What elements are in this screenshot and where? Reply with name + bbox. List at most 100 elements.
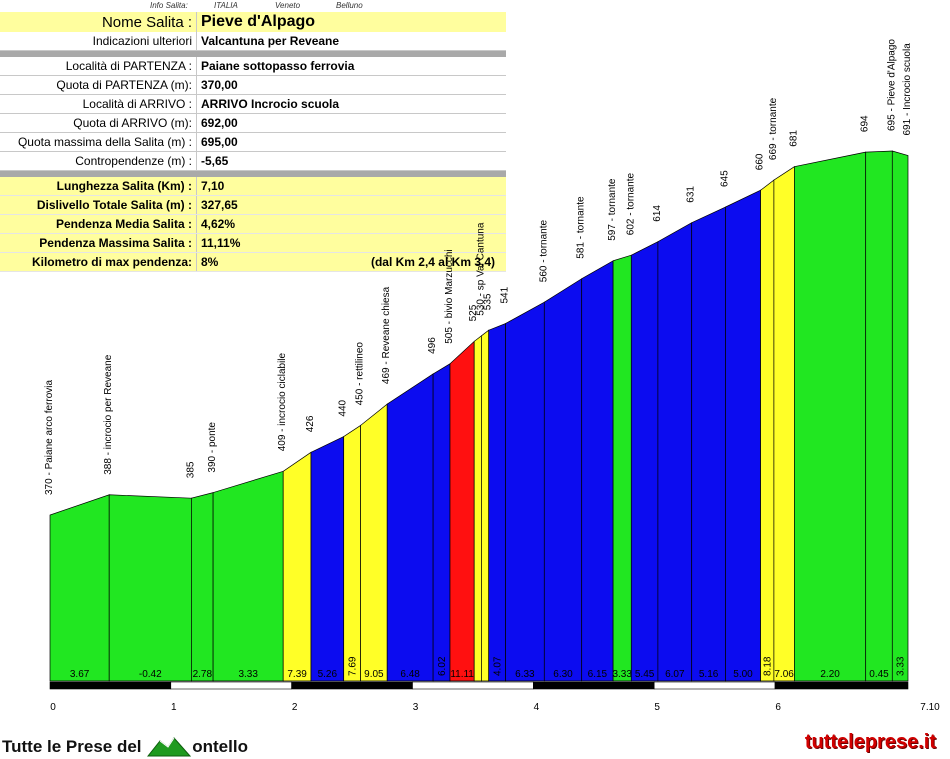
info-row-1-label: Quota di PARTENZA (m): (0, 75, 197, 95)
info-row-4-row: Quota massima della Salita (m) :695,00 (0, 132, 506, 152)
profile-segment-12 (481, 329, 490, 682)
site-logo: Tutte le Prese del ontello (2, 735, 248, 757)
point-label-14: 541 (500, 286, 511, 303)
info-row-4-spacer (366, 132, 506, 152)
profile-segment-25 (865, 150, 893, 682)
info-region: Veneto (275, 1, 301, 10)
slope-labels: 3.67 -0.42 2.78 3.33 7.39 5.26 7.69 9.05 6.48 6.0… (70, 656, 907, 680)
summary-row-2-value: 4,62% (196, 214, 367, 234)
info-row-3-spacer (366, 113, 506, 133)
point-label-7: 450 - rettilineo (355, 342, 366, 406)
profile-segment-26 (891, 150, 909, 682)
summary-row-4-label: Kilometro di max pendenza: (0, 252, 197, 272)
site-url: tutteleprese.it (804, 731, 936, 753)
profile-segment-9 (432, 363, 451, 682)
profile-segment-6 (343, 424, 361, 682)
profile-segment-16 (581, 260, 614, 682)
slope-label-5: 5.26 (318, 669, 338, 680)
x-tick-label-2: 2 (292, 702, 298, 713)
info-row-5-label: Contropendenze (m) : (0, 151, 197, 171)
point-label-11: 525 (468, 304, 479, 321)
summary-row-0-row: Lunghezza Salita (Km) :7,10 (0, 177, 506, 196)
slope-label-13: 4.07 (493, 656, 504, 676)
x-tick-label-0: 0 (50, 702, 56, 713)
info-row-3-row: Quota di ARRIVO (m): 692,00 (0, 113, 506, 133)
profile-segment-5 (310, 436, 345, 682)
info-row-1-row: Quota di PARTENZA (m): 370,00 (0, 75, 506, 95)
point-label-9: 496 (427, 337, 438, 354)
point-label-10: 505 - bivio Marzucchi (444, 249, 455, 343)
point-label-25: 694 (860, 115, 871, 132)
slope-label-9: 6.02 (437, 656, 448, 676)
point-label-18: 602 - tornante (625, 172, 636, 235)
profile-segment-3 (212, 470, 284, 682)
point-label-12: 530 - sp Val Cantuna (475, 222, 486, 316)
slope-label-22: 8.18 (763, 656, 774, 676)
profile-segment-13 (488, 322, 506, 682)
slope-label-0: 3.67 (70, 669, 90, 680)
point-label-6: 440 (338, 399, 349, 416)
info-row-1-value: 370,00 (196, 75, 367, 95)
summary-row-4-row: Kilometro di max pendenza: 8% (dal Km 2,4 … (0, 252, 506, 272)
profile-segment-24 (794, 151, 867, 682)
point-label-13: 535 (483, 293, 494, 310)
slope-label-15: 6.30 (553, 669, 573, 680)
axis-km-bar-5 (653, 681, 776, 690)
summary-row-4-extra: (dal Km 2,4 al Km 3,4) (366, 252, 506, 272)
summary-row-1-spacer (366, 195, 506, 215)
profile-segment-8 (386, 373, 434, 682)
profile-segment-18 (630, 241, 659, 682)
info-row-1-spacer (366, 75, 506, 95)
point-label-24: 681 (788, 130, 799, 147)
profile-segment-21 (725, 189, 761, 682)
slope-label-2: 2.78 (193, 669, 213, 680)
profile-segment-19 (657, 222, 693, 682)
summary-row-3-row: Pendenza Massima Salita :11,11% (0, 233, 506, 253)
climb-title-value: Pieve d'Alpago (196, 12, 506, 32)
summary-row-0-value: 7,10 (196, 177, 367, 196)
info-row-2-value: ARRIVO Incrocio scuola (196, 94, 367, 114)
profile-segment-10 (449, 340, 475, 682)
summary-row-3-value: 11,11% (196, 233, 367, 253)
slope-label-20: 5.16 (699, 669, 719, 680)
point-label-15: 560 - tornante (538, 219, 549, 282)
slope-label-3: 3.33 (238, 669, 258, 680)
profile-segment-22 (760, 179, 775, 682)
info-row-2-row: Località di ARRIVO : ARRIVO Incrocio scuo… (0, 94, 506, 114)
summary-row-2-spacer (366, 214, 506, 234)
x-tick-label-7: 7.10 (920, 702, 940, 713)
info-row-2-label: Località di ARRIVO : (0, 94, 197, 114)
info-header: Info Salita: ITALIA Veneto Belluno (0, 0, 506, 12)
slope-label-6: 7.69 (348, 656, 359, 676)
x-axis: 0 1 2 3 4 5 6 7.10 (49, 681, 940, 713)
point-label-5: 426 (305, 415, 316, 432)
point-label-20: 631 (686, 186, 697, 203)
profile-segment-15 (543, 278, 583, 682)
point-label-1: 388 - incrocio per Reveane (103, 354, 114, 475)
climb-notes-row: Indicazioni ulteriori Valcantuna per Rev… (0, 32, 506, 51)
slope-label-23: 7.06 (774, 669, 794, 680)
profile-segment-23 (773, 166, 795, 682)
point-label-16: 581 - tornante (576, 196, 587, 259)
x-tick-label-3: 3 (413, 702, 419, 713)
profile-segment-0 (49, 494, 110, 682)
slope-label-25: 0.45 (869, 669, 889, 680)
slope-label-14: 6.33 (515, 669, 535, 680)
slope-label-10: 11.11 (450, 669, 474, 680)
info-label: Info Salita: (150, 1, 188, 10)
info-row-0-row: Località di PARTENZA : Paiane sottopasso … (0, 57, 506, 76)
info-row-5-value: -5,65 (196, 151, 367, 171)
summary-row-0-spacer (366, 177, 506, 196)
info-row-0-label: Località di PARTENZA : (0, 57, 197, 76)
axis-km-bar-6 (774, 681, 909, 690)
profile-segment-2 (191, 492, 214, 682)
climb-info-table: Nome Salita : Pieve d'Alpago Indicazioni… (0, 12, 506, 272)
summary-row-0-label: Lunghezza Salita (Km) : (0, 177, 197, 196)
info-row-5-row: Contropendenze (m) : -5,65 (0, 151, 506, 171)
slope-label-21: 5.00 (733, 669, 753, 680)
summary-row-1-value: 327,65 (196, 195, 367, 215)
climb-notes-value: Valcantuna per Reveane (196, 32, 506, 51)
axis-km-bar-0 (49, 681, 172, 690)
slope-label-8: 6.48 (400, 669, 420, 680)
